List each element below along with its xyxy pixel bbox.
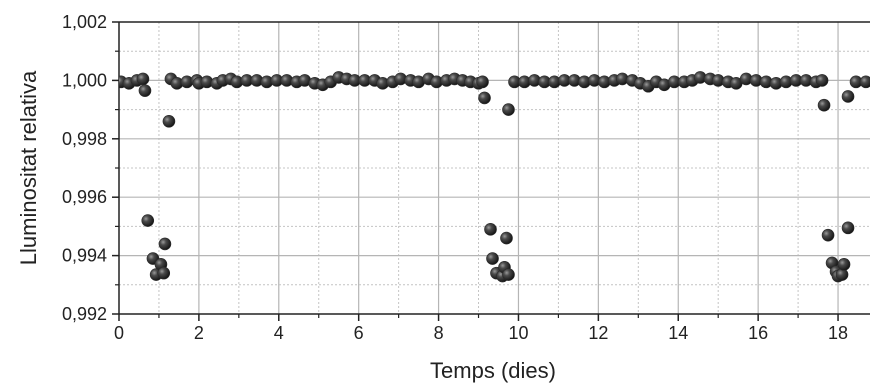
x-tick-label: 18 bbox=[828, 323, 848, 343]
data-point bbox=[859, 75, 870, 89]
data-point bbox=[486, 252, 499, 265]
x-tick-label: 0 bbox=[114, 323, 124, 343]
data-point bbox=[136, 72, 150, 86]
data-point bbox=[837, 258, 851, 271]
y-tick-label: 0,994 bbox=[62, 246, 107, 266]
y-tick-label: 1,000 bbox=[62, 70, 107, 90]
data-point bbox=[162, 114, 176, 128]
x-tick-label: 16 bbox=[748, 323, 768, 343]
data-point bbox=[815, 74, 829, 87]
data-point bbox=[484, 223, 497, 236]
x-tick-label: 10 bbox=[508, 323, 528, 343]
data-point bbox=[158, 237, 172, 251]
data-point bbox=[821, 228, 835, 242]
x-tick-label: 8 bbox=[434, 323, 444, 343]
y-tick-label: 0,998 bbox=[62, 129, 107, 149]
x-tick-label: 12 bbox=[588, 323, 608, 343]
y-tick-label: 0,992 bbox=[62, 304, 107, 324]
data-point bbox=[500, 231, 513, 245]
data-point bbox=[841, 90, 855, 103]
x-tick-label: 6 bbox=[354, 323, 364, 343]
data-point bbox=[476, 75, 489, 89]
data-point bbox=[835, 268, 849, 281]
data-point bbox=[478, 91, 491, 105]
x-tick-label: 14 bbox=[668, 323, 688, 343]
x-tick-label: 2 bbox=[194, 323, 204, 343]
x-axis-title: Temps (dies) bbox=[430, 358, 556, 383]
data-point bbox=[817, 98, 831, 112]
data-point bbox=[141, 214, 155, 227]
data-point bbox=[502, 268, 515, 281]
x-ticks: 0 2 4 6 8 10 12 14 16 18 bbox=[114, 314, 848, 343]
data-point bbox=[138, 84, 152, 97]
y-axis-title: Lluminositat relativa bbox=[16, 70, 41, 265]
data-points bbox=[119, 71, 870, 283]
data-point bbox=[157, 266, 171, 280]
y-ticks: 0,992 0,994 0,996 0,998 1,000 1,002 bbox=[62, 12, 119, 324]
x-tick-label: 4 bbox=[274, 323, 284, 343]
data-point bbox=[502, 103, 515, 116]
y-tick-label: 1,002 bbox=[62, 12, 107, 32]
data-point bbox=[841, 221, 855, 235]
y-tick-label: 0,996 bbox=[62, 187, 107, 207]
